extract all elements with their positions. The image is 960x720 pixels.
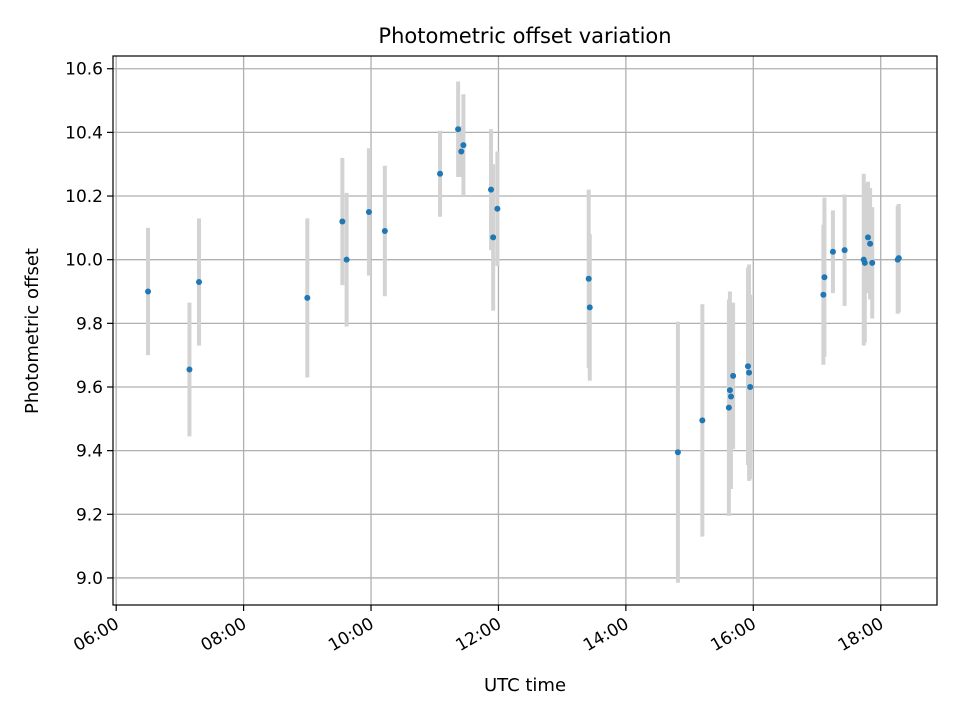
y-tick-label: 10.4 — [65, 123, 103, 143]
data-point — [339, 218, 346, 225]
grid — [113, 56, 937, 605]
y-tick-label: 9.2 — [76, 505, 103, 525]
data-point — [841, 247, 848, 254]
y-tick-label: 10.6 — [65, 60, 103, 80]
data-point — [699, 417, 706, 424]
data-point — [458, 148, 465, 155]
data-point — [304, 294, 311, 301]
data-point — [186, 366, 193, 373]
data-point — [585, 275, 592, 282]
y-tick-label: 9.8 — [76, 314, 103, 334]
data-point — [746, 369, 753, 376]
y-tick-label: 10.0 — [65, 251, 103, 271]
data-point — [586, 304, 593, 311]
y-axis-label: Photometric offset — [22, 248, 43, 414]
data-point — [820, 291, 827, 298]
data-point — [145, 288, 152, 295]
data-point — [365, 208, 372, 215]
data-point — [864, 234, 871, 241]
chart-title: Photometric offset variation — [378, 24, 671, 48]
data-point — [895, 255, 902, 262]
data-point — [747, 383, 754, 390]
data-point — [343, 256, 350, 263]
data-point — [861, 259, 868, 266]
plot-frame — [112, 55, 938, 606]
data-point — [488, 186, 495, 193]
data-points — [145, 126, 902, 456]
data-point — [829, 248, 836, 255]
y-tick-label: 9.4 — [76, 442, 103, 462]
data-point — [869, 259, 876, 266]
data-point — [730, 372, 737, 379]
data-point — [726, 387, 733, 394]
plot-area — [113, 56, 937, 605]
x-axis-label: UTC time — [484, 675, 566, 696]
data-point — [490, 234, 497, 241]
data-point — [867, 240, 874, 247]
data-point — [821, 274, 828, 281]
data-point — [674, 449, 681, 456]
y-axis-ticks: 9.0 9.2 9.4 9.6 9.8 10.0 10.2 10.4 10.6 — [65, 60, 113, 589]
y-tick-label: 10.2 — [65, 187, 103, 207]
y-tick-label: 9.0 — [76, 569, 103, 589]
data-point — [744, 363, 751, 370]
y-tick-label: 9.6 — [76, 378, 103, 398]
data-point — [460, 142, 467, 149]
data-point — [494, 205, 501, 212]
data-point — [381, 228, 388, 235]
data-point — [725, 404, 732, 411]
data-point — [728, 393, 734, 400]
data-point — [455, 126, 462, 133]
data-point — [196, 278, 203, 285]
data-point — [437, 170, 444, 177]
